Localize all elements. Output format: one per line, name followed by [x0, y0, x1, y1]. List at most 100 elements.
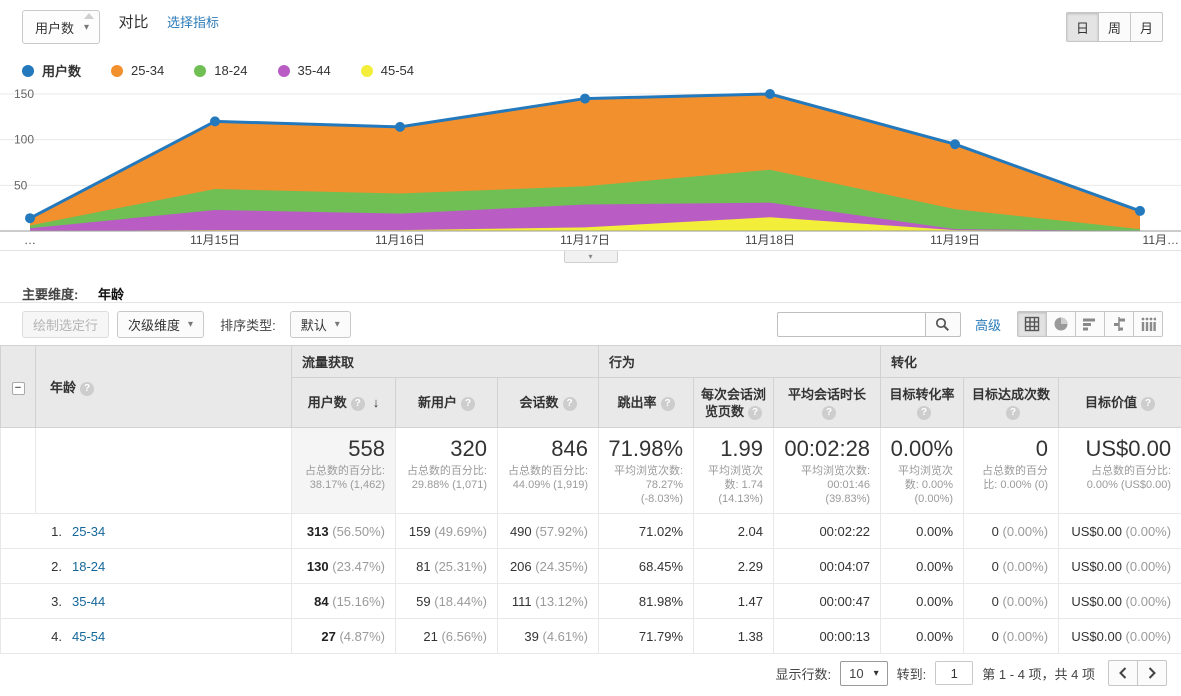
demographics-table: − 年龄? 流量获取 行为 转化 用户数? ↓ 新用户? 会话数?: [0, 345, 1181, 654]
primary-dimension-age-tab[interactable]: 年龄: [97, 287, 124, 302]
age-column-header[interactable]: 年龄?: [35, 345, 292, 428]
table-row: ✓ 4. 45-54 27 (4.87%) 21 (6.56%) 39 (4.6…: [0, 618, 1181, 654]
summary-sessions: 846 占总数的百分比: 44.09% (1,919): [496, 427, 600, 514]
view-pivot-button[interactable]: [1133, 311, 1163, 337]
avg-duration-column-header[interactable]: 平均会话时长?: [773, 377, 882, 428]
chevron-down-icon: ▾: [334, 318, 340, 330]
search-icon: [936, 317, 950, 331]
pager: [1108, 660, 1167, 686]
primary-dimension-label: 主要维度:: [22, 287, 79, 302]
legend-dot-icon: [194, 64, 207, 77]
chevron-down-icon: ▾: [588, 251, 593, 261]
svg-text:11月18日: 11月18日: [745, 233, 795, 247]
granularity-week-button[interactable]: 周: [1098, 12, 1131, 42]
svg-text:11月…: 11月…: [1143, 233, 1179, 247]
row-checkbox[interactable]: ✓: [13, 525, 24, 537]
goal-conversion-rate-column-header[interactable]: 目标转化率?: [880, 377, 965, 428]
row-checkbox[interactable]: ✓: [13, 560, 24, 572]
sort-desc-icon: ↓: [372, 395, 380, 410]
help-icon[interactable]: ?: [350, 397, 365, 411]
summary-row: 558 占总数的百分比: 38.17% (1,462) 320 占总数的百分比:…: [0, 427, 1181, 514]
view-toggle-group: [1017, 311, 1163, 337]
age-group-link[interactable]: 25-34: [72, 523, 106, 539]
chart-canvas: 50 100 150 … 11月15日 11月16日 11月17日 11月18日 11月19日 1…: [0, 87, 1181, 247]
svg-text:100: 100: [14, 133, 34, 147]
stacked-area-chart: 50 100 150 … 11月15日 11月16日 11月17日 11月18日 11月19日 1…: [0, 86, 1181, 248]
help-icon[interactable]: ?: [1141, 397, 1156, 411]
group-header-row: − 年龄? 流量获取 行为 转化: [0, 345, 1181, 428]
svg-text:…: …: [24, 233, 36, 247]
sessions-column-header[interactable]: 会话数?: [496, 377, 600, 428]
table-pagination: 显示行数: 10 ▾ 转到: 第 1 - 4 项，共 4 项: [776, 660, 1167, 686]
new-users-column-header[interactable]: 新用户?: [395, 377, 498, 428]
help-icon[interactable]: ?: [660, 397, 675, 411]
select-metric-link[interactable]: 选择指标: [166, 14, 219, 30]
goal-value-column-header[interactable]: 目标价值?: [1058, 377, 1181, 428]
summary-new-users: 320 占总数的百分比: 29.88% (1,071): [395, 427, 498, 514]
group-header-conversions: 转化: [880, 345, 1181, 378]
legend-item-45-54: 45-54: [360, 63, 414, 78]
view-comparison-button[interactable]: [1104, 311, 1134, 337]
granularity-month-button[interactable]: 月: [1130, 12, 1163, 42]
chevron-down-icon: ▾: [188, 318, 194, 330]
help-icon[interactable]: ?: [748, 405, 763, 420]
range-text: 第 1 - 4 项，共 4 项: [982, 666, 1095, 682]
legend-dot-icon: [111, 64, 124, 77]
search-input[interactable]: [776, 311, 925, 337]
next-page-button[interactable]: [1137, 660, 1167, 686]
age-group-link[interactable]: 18-24: [72, 558, 106, 574]
compare-label: 对比: [118, 13, 149, 31]
users-column-header[interactable]: 用户数? ↓: [291, 377, 396, 428]
row-checkbox[interactable]: ✓: [13, 630, 24, 642]
help-icon[interactable]: ?: [562, 397, 577, 411]
primary-dimension-bar: 主要维度: 年龄: [0, 284, 1181, 303]
chevron-left-icon: [1119, 667, 1127, 679]
horizontal-bars-icon: [1083, 318, 1095, 331]
chevron-down-icon: ▾: [84, 21, 90, 33]
active-tab-notch: [84, 13, 94, 19]
chart-collapse-tab[interactable]: ▾: [563, 251, 618, 263]
age-group-link[interactable]: 45-54: [72, 628, 106, 644]
table-row: ✓ 2. 18-24 130 (23.47%) 81 (25.31%) 206 …: [0, 548, 1181, 584]
row-index: 4.: [51, 628, 62, 644]
view-percentage-button[interactable]: [1046, 311, 1076, 337]
legend-item-18-24: 18-24: [194, 63, 248, 78]
granularity-day-button[interactable]: 日: [1066, 12, 1099, 42]
plot-rows-button[interactable]: 绘制选定行: [22, 310, 110, 338]
legend-item-25-34: 25-34: [111, 63, 164, 78]
search-button[interactable]: [924, 311, 961, 337]
row-checkbox[interactable]: ✓: [13, 595, 24, 607]
rows-per-page-label: 显示行数:: [775, 666, 832, 682]
view-performance-button[interactable]: [1075, 311, 1105, 337]
goto-page-input[interactable]: [935, 661, 974, 685]
help-icon[interactable]: ?: [1006, 405, 1021, 420]
view-table-button[interactable]: [1017, 311, 1047, 337]
rows-per-page-select[interactable]: 10 ▾: [840, 660, 888, 686]
table-search: [776, 311, 961, 337]
collapse-all-cell: −: [0, 345, 36, 428]
age-group-link[interactable]: 35-44: [72, 593, 106, 609]
group-header-behavior: 行为: [598, 345, 882, 378]
summary-goal-value: US$0.00 占总数的百分比: 0.00% (US$0.00): [1058, 427, 1181, 514]
sort-type-dropdown[interactable]: 默认 ▾: [289, 310, 351, 338]
legend-dot-icon: [22, 64, 34, 77]
goal-completions-column-header[interactable]: 目标达成次数?: [963, 377, 1060, 428]
help-icon[interactable]: ?: [822, 405, 837, 420]
secondary-dimension-dropdown[interactable]: 次级维度 ▾: [117, 310, 205, 338]
svg-text:11月16日: 11月16日: [375, 233, 425, 247]
legend-dot-icon: [360, 64, 373, 77]
summary-bounce-rate: 71.98% 平均浏览次数: 78.27% (-8.03%): [598, 427, 695, 514]
prev-page-button[interactable]: [1108, 660, 1138, 686]
table-toolbar-right: 高级: [776, 311, 1163, 337]
table-toolbar: 绘制选定行 次级维度 ▾ 排序类型: 默认 ▾ 高级: [22, 310, 1163, 338]
collapse-all-button[interactable]: −: [11, 381, 25, 395]
pages-per-session-column-header[interactable]: 每次会话浏览页数?: [693, 377, 775, 428]
help-icon[interactable]: ?: [917, 405, 932, 420]
help-icon[interactable]: ?: [80, 382, 95, 396]
advanced-filter-link[interactable]: 高级: [974, 317, 1001, 333]
bounce-rate-column-header[interactable]: 跳出率?: [598, 377, 695, 428]
svg-text:50: 50: [14, 178, 28, 192]
chart-divider: ▾: [0, 250, 1181, 263]
help-icon[interactable]: ?: [461, 397, 475, 411]
